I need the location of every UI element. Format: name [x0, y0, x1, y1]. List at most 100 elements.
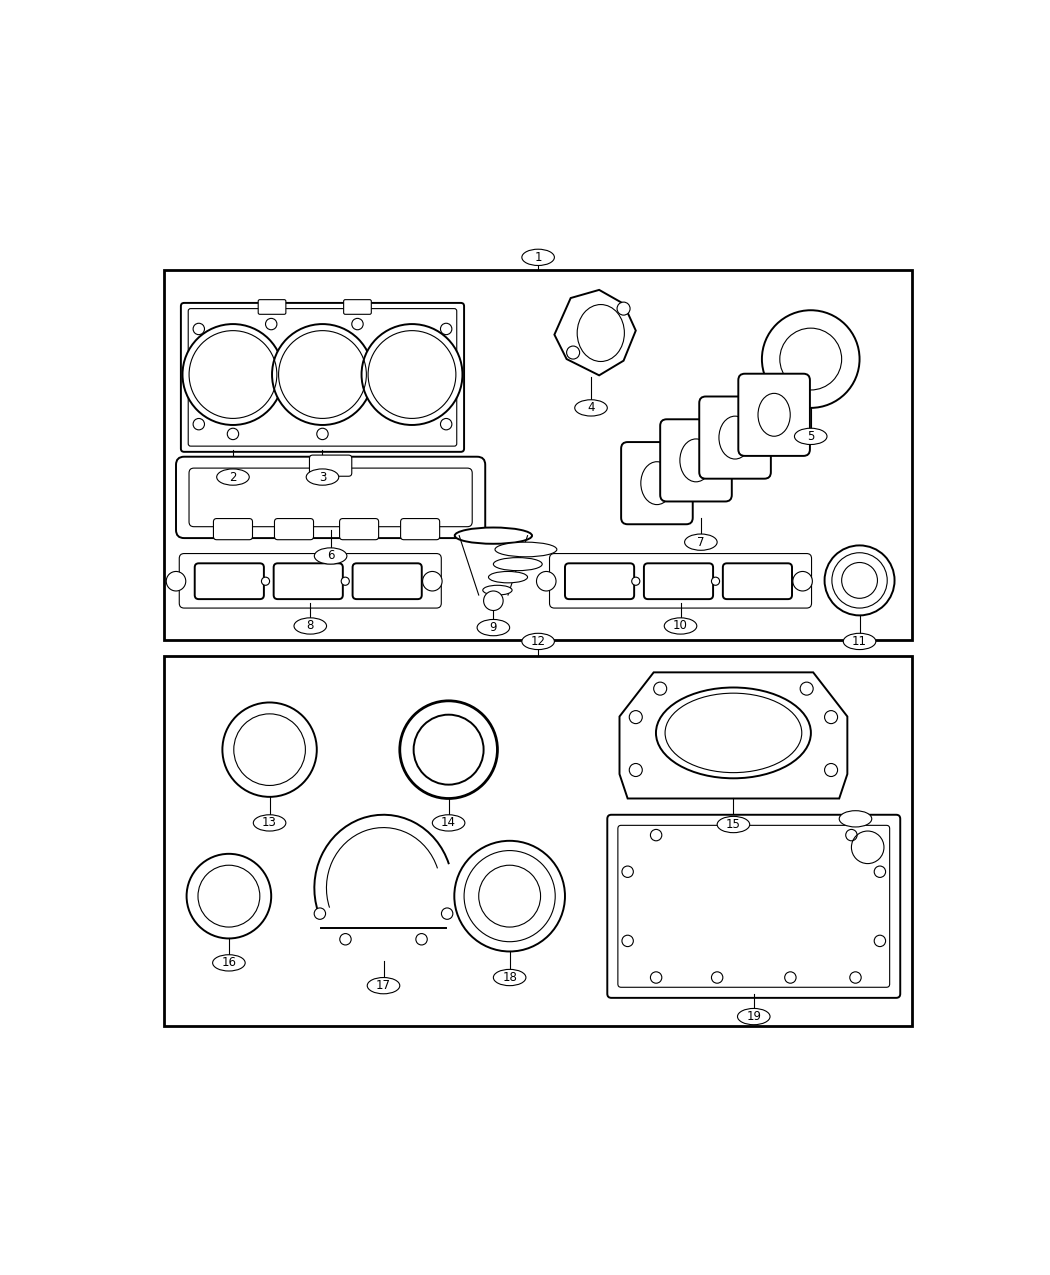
Text: 14: 14: [441, 816, 456, 830]
FancyBboxPatch shape: [401, 519, 440, 539]
Circle shape: [227, 428, 238, 440]
Text: 3: 3: [319, 470, 327, 483]
Ellipse shape: [640, 462, 673, 505]
Text: 18: 18: [502, 972, 517, 984]
Ellipse shape: [656, 687, 811, 778]
Ellipse shape: [433, 815, 465, 831]
Circle shape: [314, 908, 326, 919]
FancyBboxPatch shape: [180, 553, 441, 608]
Circle shape: [617, 302, 630, 315]
FancyBboxPatch shape: [699, 397, 771, 478]
FancyBboxPatch shape: [274, 564, 343, 599]
FancyBboxPatch shape: [339, 519, 379, 539]
Circle shape: [193, 418, 205, 430]
Ellipse shape: [680, 439, 712, 482]
Text: 2: 2: [229, 470, 236, 483]
Ellipse shape: [578, 305, 625, 362]
Ellipse shape: [574, 400, 607, 416]
Text: 19: 19: [747, 1010, 761, 1023]
Text: 4: 4: [587, 402, 594, 414]
Circle shape: [441, 908, 453, 919]
Circle shape: [567, 346, 580, 360]
Text: 13: 13: [262, 816, 277, 830]
Ellipse shape: [795, 428, 827, 445]
Circle shape: [622, 935, 633, 946]
Text: 17: 17: [376, 979, 391, 992]
Circle shape: [629, 764, 643, 776]
Ellipse shape: [307, 469, 339, 486]
Ellipse shape: [455, 528, 532, 543]
Circle shape: [875, 935, 885, 946]
Circle shape: [266, 319, 277, 330]
Circle shape: [272, 324, 373, 425]
Circle shape: [849, 972, 861, 983]
Text: 10: 10: [673, 620, 688, 632]
Text: 8: 8: [307, 620, 314, 632]
Circle shape: [845, 830, 857, 840]
Circle shape: [223, 703, 317, 797]
Circle shape: [166, 571, 186, 592]
Circle shape: [654, 682, 667, 695]
FancyBboxPatch shape: [213, 519, 252, 539]
Circle shape: [632, 578, 639, 585]
Ellipse shape: [494, 969, 526, 986]
Circle shape: [340, 933, 351, 945]
Text: 15: 15: [726, 819, 741, 831]
Ellipse shape: [719, 416, 751, 459]
FancyBboxPatch shape: [622, 442, 693, 524]
FancyBboxPatch shape: [549, 553, 812, 608]
Bar: [164, 269, 912, 640]
Circle shape: [842, 562, 878, 598]
Circle shape: [622, 866, 633, 877]
Circle shape: [824, 546, 895, 616]
Circle shape: [784, 972, 796, 983]
Ellipse shape: [212, 955, 245, 972]
Circle shape: [712, 578, 719, 585]
FancyBboxPatch shape: [310, 455, 352, 477]
Ellipse shape: [522, 634, 554, 649]
FancyBboxPatch shape: [258, 300, 286, 315]
Circle shape: [317, 428, 329, 440]
Circle shape: [261, 578, 270, 585]
Circle shape: [824, 764, 838, 776]
Circle shape: [400, 701, 498, 798]
Text: 9: 9: [489, 621, 497, 634]
FancyBboxPatch shape: [353, 564, 422, 599]
Circle shape: [441, 324, 452, 334]
Ellipse shape: [488, 571, 527, 583]
FancyBboxPatch shape: [176, 456, 485, 538]
Circle shape: [183, 324, 284, 425]
Circle shape: [712, 972, 722, 983]
FancyBboxPatch shape: [660, 419, 732, 501]
Text: 1: 1: [534, 251, 542, 264]
Polygon shape: [620, 672, 847, 798]
Text: 11: 11: [852, 635, 867, 648]
Circle shape: [198, 866, 259, 927]
Ellipse shape: [216, 469, 249, 486]
Ellipse shape: [253, 815, 286, 831]
Circle shape: [441, 418, 452, 430]
FancyBboxPatch shape: [722, 564, 792, 599]
Ellipse shape: [843, 634, 876, 649]
Ellipse shape: [665, 618, 697, 634]
Text: 6: 6: [327, 550, 334, 562]
Ellipse shape: [494, 557, 542, 571]
FancyBboxPatch shape: [607, 815, 900, 998]
Ellipse shape: [314, 548, 346, 564]
Circle shape: [793, 571, 813, 592]
Circle shape: [537, 571, 556, 592]
Text: 7: 7: [697, 536, 705, 548]
Circle shape: [455, 840, 565, 951]
Ellipse shape: [522, 249, 554, 265]
Ellipse shape: [368, 978, 400, 993]
Circle shape: [650, 830, 662, 840]
Circle shape: [824, 710, 838, 724]
Text: 16: 16: [222, 956, 236, 969]
Text: 12: 12: [530, 635, 546, 648]
Circle shape: [875, 866, 885, 877]
Ellipse shape: [839, 811, 872, 827]
Ellipse shape: [294, 618, 327, 634]
Ellipse shape: [717, 816, 750, 833]
Circle shape: [832, 553, 887, 608]
Circle shape: [629, 710, 643, 724]
